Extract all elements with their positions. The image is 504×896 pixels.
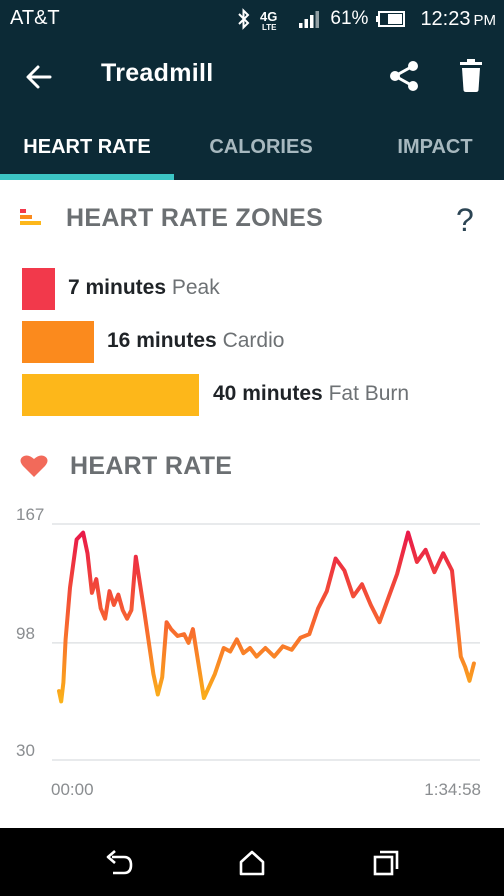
page-title: Treadmill (101, 59, 214, 87)
heart-rate-chart: 167 98 30 00:00 1:34:58 (0, 508, 504, 808)
tab-bar: HEART RATE CALORIES IMPACT (0, 114, 504, 180)
nav-back-icon[interactable] (104, 848, 134, 878)
zones-header: HEART RATE ZONES ? (0, 196, 504, 246)
zone-fat-burn-bar (22, 374, 199, 416)
trash-icon[interactable] (454, 58, 488, 94)
clock-time: 12:23 (420, 7, 471, 30)
tab-heart-rate[interactable]: HEART RATE (23, 136, 151, 158)
zone-cardio-label: 16 minutes Cardio (107, 329, 284, 353)
app-bar: Treadmill (0, 38, 504, 114)
clock: 12:23 PM (420, 8, 496, 31)
zones-title: HEART RATE ZONES (66, 204, 324, 232)
nav-recents-icon[interactable] (371, 848, 401, 878)
x-tick-end: 1:34:58 (424, 780, 481, 799)
y-tick-label: 98 (16, 624, 35, 643)
heart-icon (20, 455, 48, 477)
network-label: 4G (260, 9, 277, 24)
active-tab-indicator (0, 174, 174, 180)
zone-peak-bar (22, 268, 55, 310)
network-sub-label: LTE (262, 23, 277, 31)
system-nav-bar (0, 828, 504, 896)
clock-ampm: PM (473, 11, 497, 29)
zone-fat-burn-name: Fat Burn (328, 382, 410, 405)
heart-rate-title: HEART RATE (70, 452, 233, 480)
tab-impact[interactable]: IMPACT (397, 136, 473, 158)
zone-peak-label: 7 minutes Peak (68, 276, 220, 300)
battery-icon (376, 11, 406, 27)
y-tick-label: 30 (16, 741, 35, 760)
zone-cardio-bar (22, 321, 94, 363)
carrier-label: AT&T (10, 7, 60, 29)
zone-fat-burn-minutes: 40 minutes (213, 382, 323, 405)
status-icons: 4G LTE 61% 12:23 PM (236, 6, 496, 32)
heart-rate-header: HEART RATE (0, 444, 504, 488)
share-icon[interactable] (386, 58, 422, 94)
battery-percent: 61% (330, 8, 369, 29)
bluetooth-icon (238, 8, 250, 30)
zone-cardio-name: Cardio (222, 329, 285, 352)
signal-icon (299, 11, 320, 28)
y-tick-label: 167 (16, 508, 44, 524)
heart-rate-chart-svg: 167 98 30 00:00 1:34:58 (16, 508, 481, 799)
heart-rate-series-line (57, 530, 476, 704)
zone-peak-minutes: 7 minutes (68, 276, 167, 299)
zone-cardio-minutes: 16 minutes (107, 329, 217, 352)
status-bar: AT&T 4G LTE 61% 12:23 PM (0, 0, 504, 38)
back-arrow-icon[interactable] (22, 60, 56, 94)
tab-calories[interactable]: CALORIES (209, 136, 313, 158)
help-icon[interactable]: ? (456, 202, 474, 238)
zone-fat-burn-label: 40 minutes Fat Burn (213, 382, 409, 406)
zones-icon (20, 209, 41, 225)
network-icon: 4G LTE (260, 9, 277, 31)
x-tick-start: 00:00 (51, 780, 94, 799)
nav-home-icon[interactable] (237, 848, 267, 878)
zone-peak-name: Peak (171, 276, 220, 299)
